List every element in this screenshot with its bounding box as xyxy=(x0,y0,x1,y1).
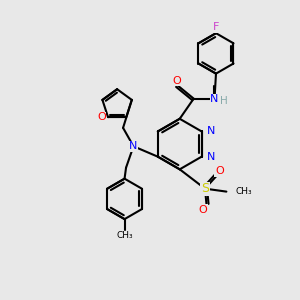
Text: O: O xyxy=(172,76,181,86)
Text: O: O xyxy=(97,112,106,122)
Text: N: N xyxy=(210,94,219,104)
Text: O: O xyxy=(199,205,207,215)
Text: N: N xyxy=(207,152,215,162)
Text: CH₃: CH₃ xyxy=(116,231,133,240)
Text: N: N xyxy=(129,141,138,151)
Text: N: N xyxy=(207,126,215,136)
Text: H: H xyxy=(220,96,228,106)
Text: S: S xyxy=(201,182,209,195)
Text: F: F xyxy=(213,22,219,32)
Text: CH₃: CH₃ xyxy=(236,187,253,196)
Text: O: O xyxy=(215,166,224,176)
